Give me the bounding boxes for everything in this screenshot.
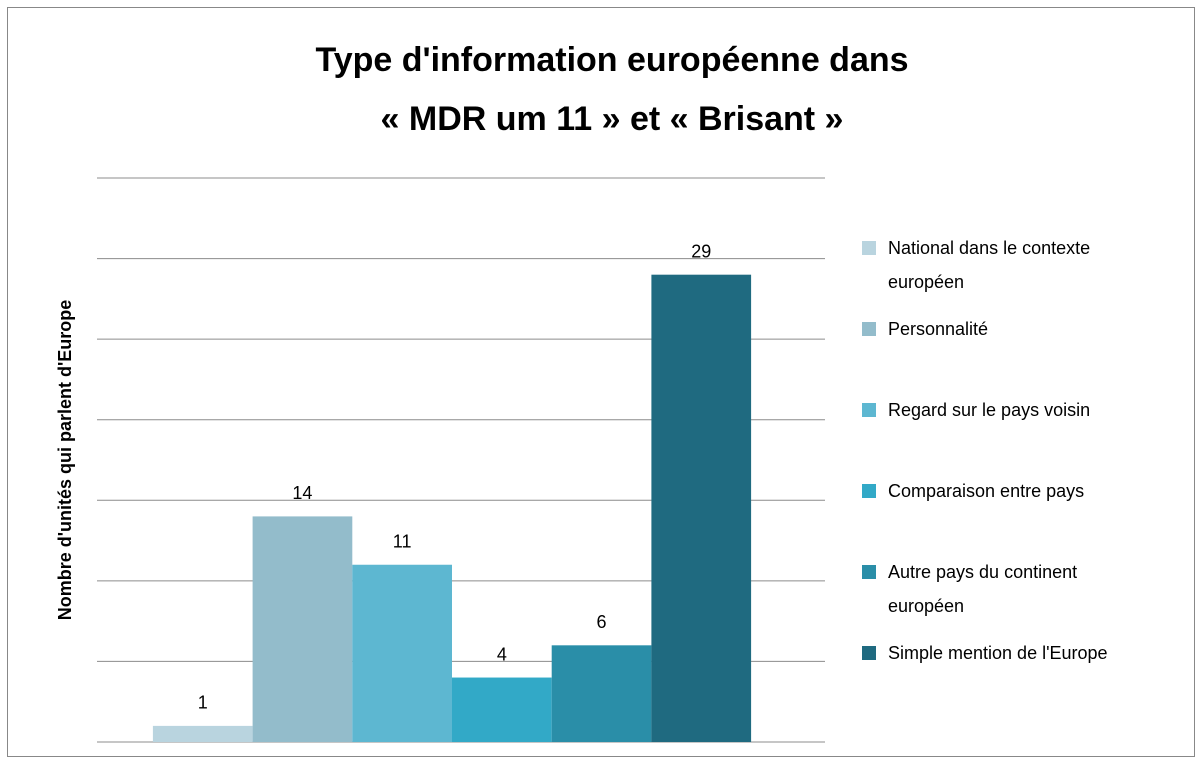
bar bbox=[152, 725, 253, 742]
legend-item: Regard sur le pays voisin bbox=[862, 393, 1142, 427]
legend-item: National dans le contexte européen bbox=[862, 231, 1142, 299]
bar bbox=[452, 677, 552, 742]
chart-title: Type d'information européenne dans bbox=[315, 41, 908, 79]
legend-label: Autre pays du continent européen bbox=[888, 562, 1078, 616]
data-label: 11 bbox=[393, 531, 412, 551]
legend-label: Comparaison entre pays bbox=[888, 481, 1085, 501]
legend-swatch bbox=[862, 403, 876, 417]
legend-label: National dans le contexte européen bbox=[888, 238, 1091, 292]
chart-border bbox=[7, 7, 1195, 757]
data-label: 1 bbox=[198, 693, 208, 713]
bar bbox=[551, 645, 652, 742]
legend-item: Comparaison entre pays bbox=[862, 474, 1142, 508]
bar bbox=[352, 564, 452, 742]
legend-swatch bbox=[862, 646, 876, 660]
chart-title: « MDR um 11 » et « Brisant » bbox=[381, 100, 844, 138]
legend-label: Simple mention de l'Europe bbox=[888, 643, 1108, 663]
legend-label: Regard sur le pays voisin bbox=[888, 400, 1091, 420]
data-label: 29 bbox=[691, 241, 711, 261]
legend-item: Simple mention de l'Europe bbox=[862, 636, 1142, 670]
legend-swatch bbox=[862, 565, 876, 579]
bar bbox=[651, 274, 752, 742]
y-axis-label: Nombre d'unités qui parlent d'Europe bbox=[55, 300, 75, 621]
legend-item: Autre pays du continent européen bbox=[862, 555, 1142, 623]
legend-item: Personnalité bbox=[862, 312, 1142, 346]
legend-swatch bbox=[862, 484, 876, 498]
data-label: 14 bbox=[292, 483, 312, 503]
data-label: 6 bbox=[597, 612, 607, 632]
legend-swatch bbox=[862, 241, 876, 255]
data-label: 4 bbox=[497, 644, 507, 664]
bar bbox=[252, 516, 353, 742]
legend-label: Personnalité bbox=[888, 319, 989, 339]
legend-swatch bbox=[862, 322, 876, 336]
